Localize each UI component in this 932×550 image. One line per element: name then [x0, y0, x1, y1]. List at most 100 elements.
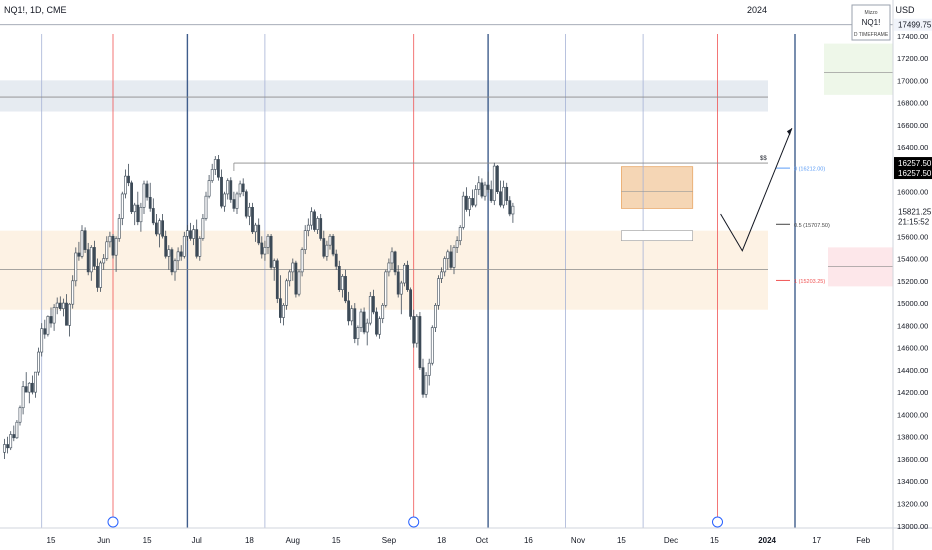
candle-up — [89, 247, 93, 273]
vertical-lines-layer — [41, 34, 796, 528]
candle-up — [359, 311, 363, 328]
candle-up — [458, 227, 462, 242]
top-price-badge-bg — [894, 18, 932, 31]
candle-up — [502, 186, 506, 206]
time-tick-label: Aug — [286, 536, 300, 545]
price-tick-label: 15200.00 — [897, 277, 928, 286]
candle-down — [269, 235, 273, 268]
candle-up — [474, 189, 478, 206]
black-price-badge-text: 16257.50 — [898, 169, 932, 178]
candle-up — [468, 198, 471, 210]
time-tick-label: 17 — [812, 536, 821, 545]
candle-down — [195, 229, 199, 257]
candle-down — [480, 182, 484, 197]
candle-up — [402, 264, 406, 284]
candle-up — [182, 235, 186, 257]
candle-up — [204, 195, 208, 219]
candle-down — [229, 180, 233, 200]
candle-down — [353, 308, 357, 339]
price-tick-label: 15400.00 — [897, 255, 928, 264]
time-tick-label: 2024 — [758, 536, 776, 545]
candle-down — [136, 204, 140, 223]
candle-down — [412, 316, 416, 344]
event-marker — [408, 516, 420, 528]
candle-down — [499, 191, 502, 206]
price-tick-label: 14800.00 — [897, 321, 928, 330]
zone-pink_box — [828, 247, 893, 287]
current-price-badge-text: 15821.25 — [898, 208, 932, 217]
projection-path — [720, 128, 793, 252]
zones-layer — [0, 43, 893, 310]
candle-up — [492, 165, 496, 201]
candle-up — [297, 271, 301, 295]
candles-layer — [3, 154, 515, 459]
candle-down — [6, 444, 10, 449]
candle-down — [43, 328, 47, 335]
price-tick-label: 14600.00 — [897, 344, 928, 353]
candle-up — [9, 434, 13, 449]
time-tick-label: 15 — [47, 536, 56, 545]
price-tick-label: 13800.00 — [897, 433, 928, 442]
candle-up — [124, 175, 127, 195]
symbol-title: NQ1!, 1D, CME — [4, 5, 67, 15]
candle-up — [285, 280, 289, 306]
price-tick-label: 14000.00 — [897, 410, 928, 419]
candle-down — [406, 264, 409, 291]
candle-up — [99, 262, 103, 288]
zone-supply — [621, 166, 694, 209]
current-price-badge-text: 21:15:52 — [898, 218, 930, 227]
price-tick-label: 16800.00 — [897, 99, 928, 108]
candle-up — [238, 183, 242, 195]
candle-up — [37, 351, 41, 373]
candle-up — [139, 207, 143, 223]
candle-down — [179, 251, 183, 257]
price-tick-label: 16400.00 — [897, 143, 928, 152]
candle-up — [511, 205, 515, 215]
time-tick-label: 18 — [437, 536, 446, 545]
candle-up — [114, 238, 118, 256]
candle-down — [371, 296, 375, 313]
candle-down — [155, 222, 158, 235]
candle-up — [266, 235, 270, 248]
candle-down — [322, 238, 326, 257]
candle-down — [77, 252, 81, 257]
candle-down — [344, 276, 347, 302]
candle-down — [96, 266, 99, 288]
candle-down — [220, 176, 223, 207]
candle-down — [319, 218, 323, 239]
candle-up — [303, 230, 307, 250]
candle-up — [390, 251, 394, 264]
candle-down — [145, 183, 149, 198]
candle-down — [170, 249, 174, 273]
dollar-label: $$ — [760, 156, 767, 162]
candle-up — [167, 249, 171, 257]
time-tick-label: 16 — [524, 536, 533, 545]
candle-up — [102, 258, 106, 264]
candle-up — [213, 159, 217, 170]
candle-up — [223, 193, 227, 207]
currency-label[interactable]: USD — [895, 5, 915, 15]
candle-up — [207, 180, 211, 197]
candle-down — [505, 186, 509, 201]
candle-up — [288, 271, 292, 282]
zone-gray — [0, 80, 768, 112]
candle-down — [257, 224, 261, 244]
candle-up — [21, 386, 25, 409]
candle-up — [52, 307, 56, 324]
time-axis[interactable]: 15 Jun 15 Jul 18 Aug 15 Sep 18 Oct 16 Nov 15 Dec 15 202… — [47, 536, 871, 545]
candle-down — [362, 311, 366, 333]
watermark-author: Mizzo — [864, 10, 877, 16]
time-tick-label: Dec — [664, 536, 678, 545]
price-tick-label: 17000.00 — [897, 76, 928, 85]
candle-up — [142, 183, 146, 208]
candle-up — [80, 230, 84, 257]
candle-up — [415, 316, 419, 344]
price-tick-label: 13600.00 — [897, 455, 928, 464]
candle-up — [381, 304, 385, 319]
black-price-badge-text: 16257.50 — [898, 159, 932, 168]
candle-down — [244, 191, 248, 217]
candle-up — [74, 252, 78, 282]
candle-down — [409, 289, 413, 317]
